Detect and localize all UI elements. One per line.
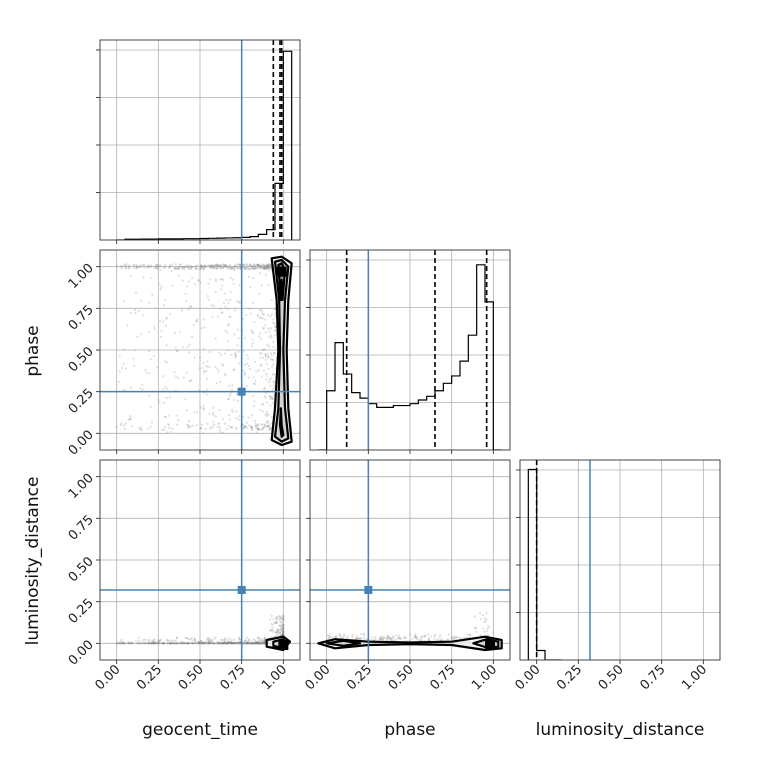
x-axis-title-luminosity-distance: luminosity_distance [536,720,705,740]
y-tick-label: 1.00 [66,471,97,502]
y-tick-label: 0.25 [66,596,97,627]
y-tick-label: 0.50 [66,554,97,585]
scatter-panel-phase-luminosity_distance: 0.00 0.25 0.50 0.75 1.00 [302,459,511,693]
x-tick-label: 1.00 [679,662,710,693]
y-tick-label: 0.00 [66,428,97,459]
x-tick-label: 0.50 [386,662,417,693]
hist-panel-geocent_time [96,39,301,244]
scatter-content [310,460,510,660]
x-tick-label: 1.00 [469,662,500,693]
x-tick-label: 0.50 [176,662,207,693]
mode-marker [276,266,287,277]
y-tick-label: 0.75 [66,303,97,334]
truth-marker [237,586,246,594]
truth-marker [237,387,246,396]
y-tick-label: 0.75 [66,513,97,544]
y-tick-label: 0.25 [66,386,97,417]
contour-3 [278,407,285,438]
x-tick-label: 0.25 [554,662,585,693]
x-tick-label: 0.00 [302,662,333,693]
x-axis-title-geocent-time: geocent_time [142,720,258,740]
hist-step-geocent_time [116,50,293,240]
x-axis-title-phase: phase [384,720,435,740]
contour-1 [273,258,290,443]
y-tick-label: 0.00 [66,638,97,669]
x-tick-label: 0.75 [637,662,668,693]
y-tick-label: 1.00 [66,261,97,292]
contour-1 [325,639,362,647]
y-axis-title-luminosity-distance: luminosity_distance [23,477,43,646]
y-axis-title-phase: phase [23,325,43,376]
x-tick-label: 0.75 [427,662,458,693]
hist-step-phase [318,264,502,450]
hist-step-luminosity_distance [527,468,562,660]
scatter-panel-geocent_time-luminosity_distance: 0.00 0.25 0.50 0.75 1.00 0.00 0.25 0.50 0.75 1.00 [66,459,301,693]
y-tick-label: 0.50 [66,344,97,375]
hist-panel-phase [306,249,511,454]
scatter-content [100,250,300,450]
x-tick-label: 0.25 [344,662,375,693]
x-tick-label: 0.50 [596,662,627,693]
x-tick-label: 1.00 [259,662,290,693]
mode-marker [278,640,289,650]
x-tick-label: 0.00 [92,662,123,693]
contour-0 [317,635,503,652]
mode-marker [485,640,495,650]
x-tick-label: 0.00 [512,662,543,693]
scatter-panel-geocent_time-phase: 0.00 0.25 0.50 0.75 1.00 [66,249,301,459]
x-tick-label: 0.25 [134,662,165,693]
hist-panel-luminosity_distance: 0.00 0.25 0.50 0.75 1.00 [512,459,721,693]
scatter-content [100,460,300,660]
x-tick-label: 0.75 [217,662,248,693]
truth-marker [364,586,373,594]
